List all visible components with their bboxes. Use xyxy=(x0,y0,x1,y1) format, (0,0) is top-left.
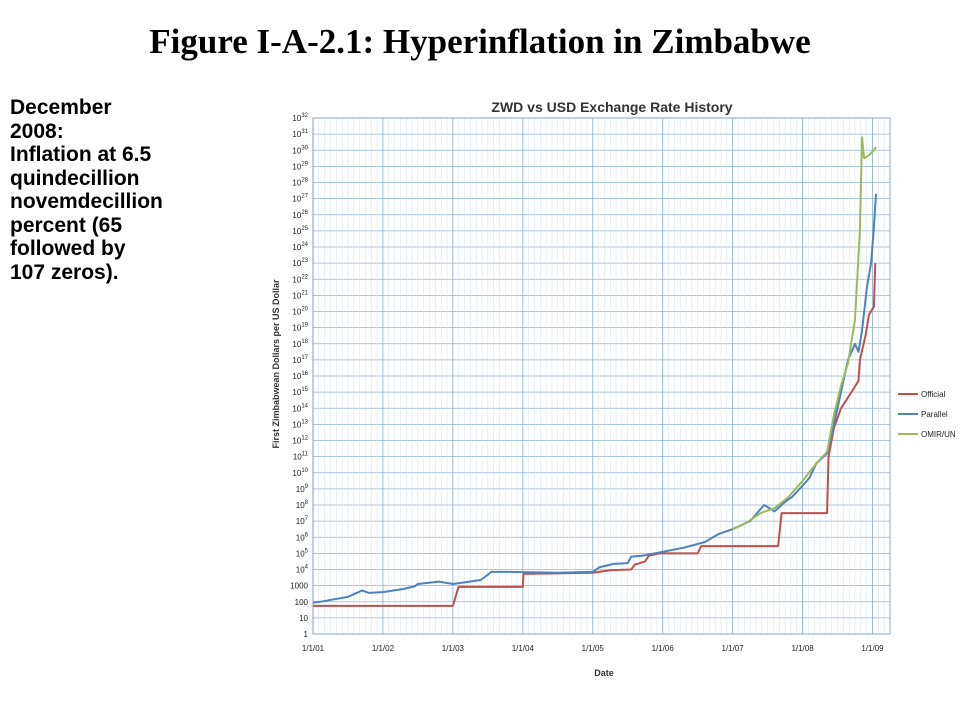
note-line: novemdecillion xyxy=(10,190,163,213)
note-line: December xyxy=(10,96,112,119)
y-tick-label: 1015 xyxy=(292,387,308,397)
y-tick-label: 1000 xyxy=(290,582,308,591)
y-tick-label: 1023 xyxy=(292,258,308,268)
y-tick-label: 1012 xyxy=(292,436,308,446)
y-tick-label: 1014 xyxy=(292,403,308,413)
y-tick-label: 1022 xyxy=(292,274,308,284)
y-tick-label: 1031 xyxy=(292,129,308,139)
y-tick-label: 1017 xyxy=(292,355,308,365)
y-tick-label: 1020 xyxy=(292,307,308,317)
y-tick-label: 1028 xyxy=(292,178,308,188)
y-tick-label: 108 xyxy=(296,500,309,510)
x-tick-label: 1/1/05 xyxy=(582,644,605,653)
y-tick-label: 100 xyxy=(295,598,309,607)
y-tick-label: 1021 xyxy=(292,290,308,300)
legend-label: Official xyxy=(921,390,946,399)
x-tick-label: 1/1/08 xyxy=(791,644,814,653)
x-axis-label: Date xyxy=(594,668,614,678)
y-axis-ticks: 1 10 100 1000 104 105 106 107 108 109 1010 1011 1012… xyxy=(290,113,308,639)
note-line: 2008: xyxy=(10,119,64,143)
note-line: Inflation at 6.5 xyxy=(10,143,152,166)
y-tick-label: 1013 xyxy=(292,419,308,429)
y-tick-label: 1032 xyxy=(292,113,308,123)
y-tick-label: 1029 xyxy=(292,161,308,171)
note-line: quindecillion xyxy=(10,166,140,190)
plot-frame xyxy=(312,117,891,635)
y-tick-label: 1019 xyxy=(292,323,308,333)
y-tick-label: 1026 xyxy=(292,210,308,220)
x-tick-label: 1/1/07 xyxy=(722,644,745,653)
legend-label: OMIR/UN xyxy=(921,430,956,439)
y-tick-label: 1 xyxy=(304,630,309,639)
y-tick-label: 1016 xyxy=(292,371,308,381)
chart-legend: Official Parallel OMIR/UN xyxy=(898,390,956,439)
chart-title: ZWD vs USD Exchange Rate History xyxy=(491,99,732,115)
y-tick-label: 1027 xyxy=(292,194,308,204)
chart-series xyxy=(312,136,877,607)
note-line: percent (65 xyxy=(10,213,123,237)
y-tick-label: 10 xyxy=(299,614,308,623)
exchange-rate-chart: ZWD vs USD Exchange Rate History 1101001… xyxy=(258,88,958,688)
slide-title: Figure I-A-2.1: Hyperinflation in Zimbab… xyxy=(149,22,811,61)
x-tick-label: 1/1/09 xyxy=(861,644,884,653)
y-tick-label: 105 xyxy=(296,548,309,558)
y-tick-label: 1018 xyxy=(292,339,308,349)
y-tick-label: 1024 xyxy=(292,242,308,252)
y-tick-label: 107 xyxy=(296,516,309,526)
y-tick-label: 104 xyxy=(296,565,309,575)
y-axis-label: First Zimbabwean Dollars per US Dollar xyxy=(271,279,281,449)
x-tick-label: 1/1/03 xyxy=(442,644,465,653)
chart-grid xyxy=(312,117,891,635)
y-tick-label: 1010 xyxy=(292,468,308,478)
inflation-note: December 2008: Inflation at 6.5 quindecilli… xyxy=(10,96,255,284)
x-tick-label: 1/1/02 xyxy=(372,644,395,653)
note-line: 107 zeros). xyxy=(10,260,119,284)
y-tick-label: 106 xyxy=(296,532,309,542)
y-tick-label: 109 xyxy=(296,484,309,494)
note-line: followed by xyxy=(10,237,126,260)
x-tick-label: 1/1/01 xyxy=(302,644,325,653)
x-axis-ticks: 1/1/01 1/1/02 1/1/03 1/1/04 1/1/05 1/1/06 1/1/… xyxy=(302,644,884,653)
y-tick-label: 1030 xyxy=(292,145,308,155)
x-tick-label: 1/1/04 xyxy=(512,644,535,653)
legend-label: Parallel xyxy=(921,410,948,419)
y-tick-label: 1025 xyxy=(292,226,308,236)
x-tick-label: 1/1/06 xyxy=(652,644,675,653)
y-tick-label: 1011 xyxy=(293,452,309,462)
series-line-omir-un xyxy=(732,136,877,531)
